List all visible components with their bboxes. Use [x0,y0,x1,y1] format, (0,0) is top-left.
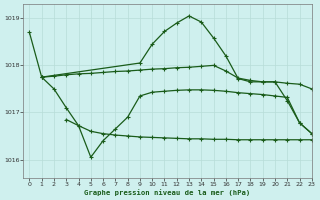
X-axis label: Graphe pression niveau de la mer (hPa): Graphe pression niveau de la mer (hPa) [84,189,251,196]
